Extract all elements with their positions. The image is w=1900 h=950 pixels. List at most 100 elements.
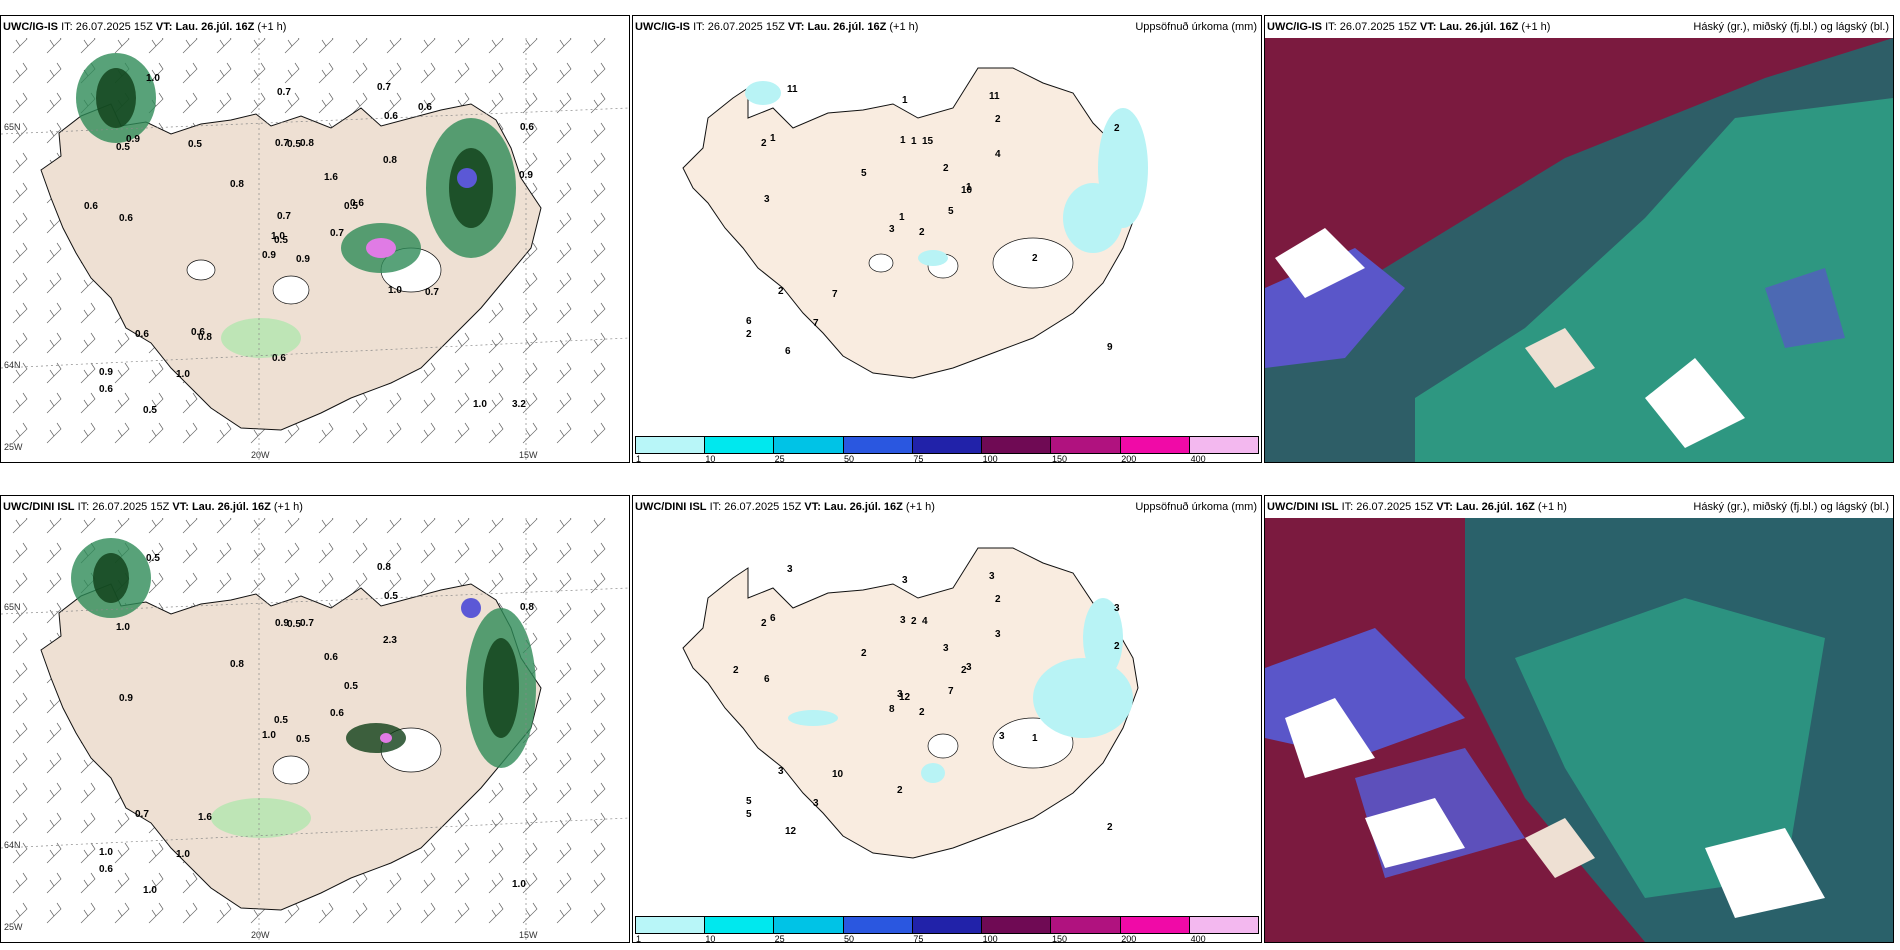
- wind-barb: [556, 62, 572, 84]
- wind-barb: [488, 302, 504, 324]
- colorbar-label: 25: [774, 934, 785, 943]
- value-label: 0.7: [377, 82, 391, 93]
- wind-barb: [46, 572, 62, 594]
- colorbar-segment: [704, 916, 774, 934]
- wind-barb: [352, 422, 368, 444]
- wind-barb: [46, 422, 62, 444]
- wind-barb: [454, 422, 470, 444]
- wind-barb: [488, 572, 504, 594]
- wind-barb: [590, 572, 606, 594]
- wind-barb: [488, 782, 504, 804]
- wind-barb: [114, 332, 130, 354]
- wind-barb: [216, 542, 232, 564]
- wind-barb: [590, 518, 606, 534]
- wind-barb: [352, 62, 368, 84]
- colorbar-label: 150: [1051, 934, 1067, 943]
- value-label: 4: [922, 616, 928, 627]
- value-label: 0.7: [275, 138, 289, 149]
- wind-barb: [522, 602, 538, 624]
- wind-barb: [284, 518, 300, 534]
- wind-barb: [454, 542, 470, 564]
- wind-barb: [216, 902, 232, 924]
- wind-barb: [80, 902, 96, 924]
- wind-barb: [46, 872, 62, 894]
- value-label: 0.5: [287, 139, 301, 150]
- wind-barb: [522, 518, 538, 534]
- value-label: 0.5: [274, 235, 288, 246]
- value-label: 2: [733, 665, 739, 676]
- value-label: 0.6: [84, 201, 98, 212]
- wind-barb: [590, 542, 606, 564]
- map-canvas: 65N 64N 20W 15W 25W 0.5 1.0 0.5 1.0 0.5 1.6 0.…: [1, 518, 629, 942]
- wind-barb: [590, 782, 606, 804]
- wind-barb: [454, 872, 470, 894]
- value-label: 2: [897, 785, 903, 796]
- wind-barb: [46, 272, 62, 294]
- value-label: 11: [787, 84, 798, 95]
- wind-barb: [386, 422, 402, 444]
- wind-barb: [318, 542, 334, 564]
- wind-barb: [556, 662, 572, 684]
- wind-barb: [590, 62, 606, 84]
- value-label: 0.6: [119, 213, 133, 224]
- wind-barb: [80, 38, 96, 54]
- wind-barb: [488, 518, 504, 534]
- wind-barb: [352, 872, 368, 894]
- wind-barb: [250, 62, 266, 84]
- wind-barb: [148, 392, 164, 414]
- wind-barb: [556, 212, 572, 234]
- wind-barb: [556, 692, 572, 714]
- value-label: 7: [813, 318, 819, 329]
- value-label: 0.5: [344, 201, 358, 212]
- wind-barb: [216, 572, 232, 594]
- wind-barb: [352, 572, 368, 594]
- value-label: 7: [948, 686, 954, 697]
- wind-barb: [556, 92, 572, 114]
- wind-barb: [590, 242, 606, 264]
- value-label: 0.8: [230, 179, 244, 190]
- wind-barb: [284, 572, 300, 594]
- wind-barb: [590, 602, 606, 624]
- value-label: 3: [813, 798, 819, 809]
- wind-barb: [250, 518, 266, 534]
- value-label: 0.7: [135, 809, 149, 820]
- wind-barb: [590, 212, 606, 234]
- value-label: 12: [785, 826, 797, 837]
- wind-barb: [46, 62, 62, 84]
- wind-barb: [556, 422, 572, 444]
- value-label: 1.0: [99, 847, 113, 858]
- wind-barb: [46, 92, 62, 114]
- wind-barb: [182, 902, 198, 924]
- wind-barb: [80, 362, 96, 384]
- colorbar-label: 10: [705, 934, 716, 943]
- wind-barb: [488, 332, 504, 354]
- wind-barb: [386, 62, 402, 84]
- wind-barb: [182, 62, 198, 84]
- value-label: 0.8: [230, 659, 244, 670]
- wind-barb: [556, 332, 572, 354]
- wind-barb: [114, 842, 130, 864]
- wind-barb: [590, 182, 606, 204]
- value-label: 5: [861, 168, 867, 179]
- wind-barb: [318, 62, 334, 84]
- wind-barb: [590, 842, 606, 864]
- wind-barb: [284, 62, 300, 84]
- colorbar-label: 50: [843, 934, 854, 943]
- colorbar-label: 150: [1051, 454, 1067, 463]
- wind-barb: [46, 332, 62, 354]
- lon-label-right: 15W: [519, 450, 538, 460]
- value-label: 0.6: [135, 329, 149, 340]
- wind-barb: [420, 38, 436, 54]
- value-label: 1: [966, 182, 972, 193]
- panel-title: Uppsöfnuð úrkoma (mm): [1135, 21, 1257, 33]
- value-label: 6: [770, 613, 776, 624]
- wind-barb: [590, 722, 606, 744]
- value-label: 2: [861, 648, 867, 659]
- wind-barb: [80, 332, 96, 354]
- map-canvas: 65N 64N 20W 15W 25W 0.90.50.50.90.50.80.…: [1, 38, 629, 462]
- wind-barb: [454, 518, 470, 534]
- value-label: 2: [1114, 641, 1120, 652]
- value-label: 1: [911, 136, 917, 147]
- wind-barb: [46, 122, 62, 144]
- wind-barb: [556, 182, 572, 204]
